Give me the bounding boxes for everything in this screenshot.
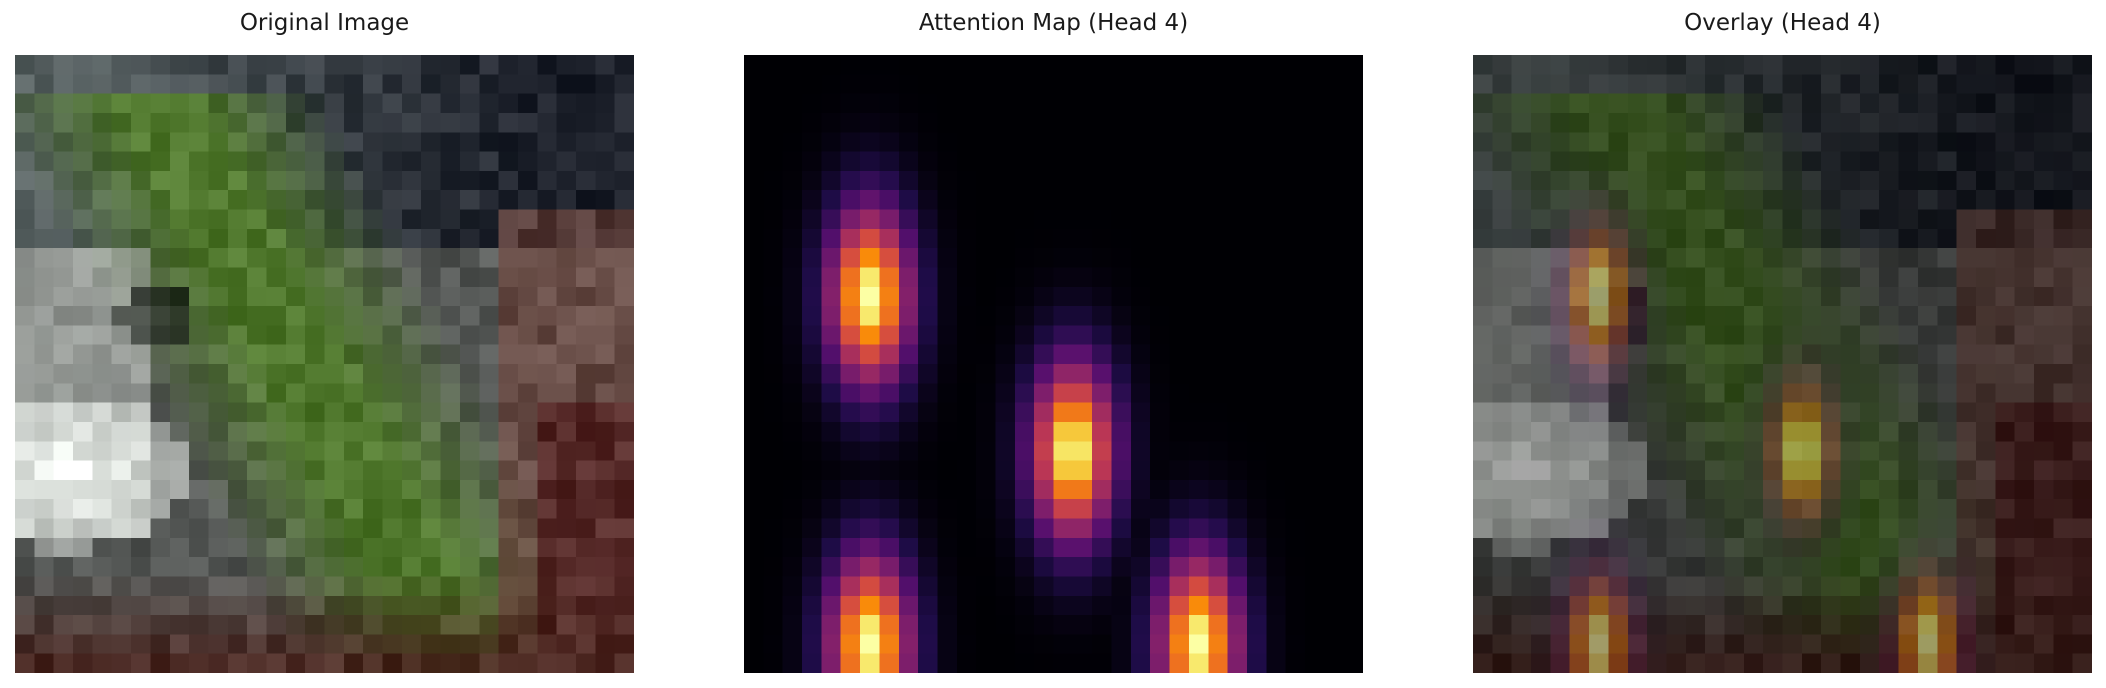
attention-map-title: Attention Map (Head 4) bbox=[918, 10, 1189, 36]
original-image-title: Original Image bbox=[239, 10, 410, 36]
original-image bbox=[15, 55, 634, 673]
original-image-panel: Original Image bbox=[15, 0, 634, 688]
overlay-panel: Overlay (Head 4) bbox=[1473, 0, 2092, 688]
attention-map-panel: Attention Map (Head 4) bbox=[744, 0, 1363, 688]
overlay-image bbox=[1473, 55, 2092, 673]
attention-map-image bbox=[744, 55, 1363, 673]
overlay-title: Overlay (Head 4) bbox=[1684, 10, 1881, 36]
